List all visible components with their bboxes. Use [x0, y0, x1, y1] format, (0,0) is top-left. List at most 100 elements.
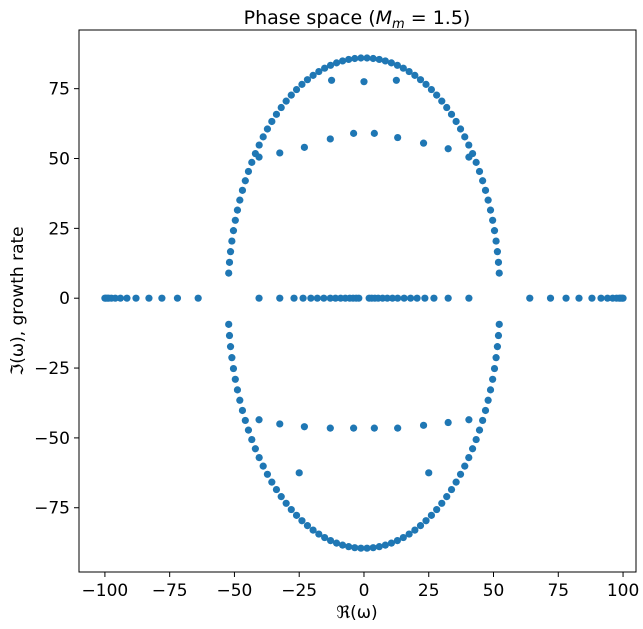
- data-point-real-axis: [123, 294, 131, 302]
- data-point-upper-arc: [226, 248, 235, 256]
- data-point-lower-arc: [315, 530, 323, 538]
- data-point-lower-arc: [472, 435, 480, 444]
- data-point-upper-arc: [493, 248, 502, 256]
- data-point-lower-arc: [277, 493, 285, 501]
- x-tick-label: −75: [152, 581, 188, 601]
- data-point-real-axis: [299, 294, 307, 302]
- data-point-lower-arc: [479, 416, 487, 425]
- data-point-lower-arc: [351, 544, 359, 552]
- data-point-upper-arc: [472, 158, 480, 166]
- y-tick-label: 25: [48, 219, 70, 239]
- data-point-upper-arc: [461, 133, 469, 141]
- x-tick-label: −50: [216, 581, 252, 601]
- data-point-upper-arc: [363, 54, 371, 62]
- data-point-lower-arc: [292, 511, 301, 519]
- data-point-upper-arc: [492, 237, 500, 245]
- data-point-real-axis: [173, 294, 182, 302]
- data-point-upper-arc: [405, 67, 413, 76]
- data-point-upper-arc: [357, 54, 365, 62]
- data-point-upper-arc: [231, 216, 239, 224]
- data-point-lower-arc: [244, 426, 253, 434]
- x-tick-label: −25: [281, 581, 317, 601]
- data-point-real-axis: [331, 294, 340, 302]
- data-point-upper-arc: [229, 227, 238, 235]
- data-point-lower-arc: [481, 406, 490, 415]
- y-axis-label: ℑ(ω), growth rate: [8, 226, 28, 375]
- data-point-upper-arc: [228, 237, 236, 245]
- data-point-upper-arc: [465, 141, 473, 149]
- data-point-lower-arc: [393, 537, 401, 545]
- y-tick-label: −25: [34, 359, 70, 379]
- data-point-upper-arc: [268, 117, 276, 126]
- data-point-upper-arc: [272, 110, 281, 118]
- data-point-upper-arc: [443, 103, 451, 112]
- data-point-upper-arc: [490, 227, 499, 235]
- data-point-real-axis: [290, 294, 298, 302]
- data-point-upper-arc: [486, 206, 495, 214]
- data-point-upper-arc: [369, 54, 377, 63]
- data-point-lower-arc: [345, 543, 353, 551]
- data-point-inner: [465, 153, 473, 161]
- data-point-real-axis: [444, 294, 452, 302]
- data-point-lower-arc: [443, 493, 451, 501]
- data-point-upper-arc: [282, 97, 290, 105]
- data-point-inner: [465, 416, 473, 424]
- data-point-lower-arc: [416, 522, 425, 530]
- data-point-real-axis: [194, 294, 202, 302]
- data-point-inner: [295, 469, 303, 477]
- data-point-lower-arc: [272, 485, 281, 494]
- data-point-lower-arc: [461, 462, 469, 470]
- data-point-inner: [255, 153, 263, 161]
- chart-title-math: M: [376, 7, 392, 29]
- data-point-lower-arc: [228, 354, 236, 362]
- data-point-inner: [276, 420, 284, 428]
- data-point-upper-arc: [494, 258, 503, 266]
- data-point-lower-arc: [399, 533, 407, 542]
- data-point-lower-arc: [456, 470, 465, 478]
- data-point-lower-arc: [282, 499, 290, 507]
- data-point-upper-arc: [315, 67, 323, 76]
- chart-title-math-sub: m: [392, 17, 405, 32]
- data-point-inner: [326, 424, 334, 432]
- data-point-real-axis: [407, 294, 415, 302]
- data-point-lower-arc: [332, 539, 341, 547]
- data-point-real-axis: [413, 294, 421, 302]
- data-point-lower-arc: [495, 320, 503, 328]
- data-point-upper-arc: [438, 97, 446, 105]
- chart-title: Phase space (Mm = 1.5): [244, 7, 471, 32]
- plot-frame: [78, 29, 637, 573]
- x-axis-ticks: −100 −75 −50 −25 0 25 50 75 100: [82, 572, 639, 601]
- data-point-upper-arc: [225, 258, 234, 266]
- data-point-upper-arc: [259, 133, 267, 141]
- y-tick-label: 50: [48, 150, 70, 170]
- data-point-upper-arc: [433, 91, 441, 99]
- data-point-lower-arc: [259, 462, 267, 470]
- data-point-upper-arc: [233, 206, 242, 214]
- chart-title-suffix: = 1.5): [405, 7, 471, 29]
- data-point-lower-arc: [381, 541, 389, 549]
- data-point-upper-arc: [387, 59, 395, 67]
- data-point-lower-arc: [369, 544, 377, 552]
- data-point-lower-arc: [238, 406, 247, 415]
- y-tick-label: −75: [34, 499, 70, 519]
- data-point-upper-arc: [241, 177, 249, 185]
- data-point-inner: [370, 424, 378, 432]
- data-point-inner: [326, 135, 334, 143]
- data-point-upper-arc: [345, 55, 353, 64]
- data-point-real-axis: [526, 294, 534, 302]
- data-point-real-axis: [588, 294, 596, 302]
- data-point-lower-arc: [375, 543, 383, 551]
- data-point-lower-arc: [452, 478, 460, 486]
- data-point-inner: [350, 129, 358, 137]
- data-point-lower-arc: [287, 505, 295, 514]
- data-point-lower-arc: [251, 445, 259, 453]
- data-point-lower-arc: [263, 470, 272, 478]
- data-point-inner: [392, 76, 400, 84]
- data-point-upper-arc: [238, 186, 247, 194]
- data-point-upper-arc: [381, 57, 389, 65]
- data-point-lower-arc: [433, 505, 441, 514]
- data-point-inner: [327, 76, 336, 84]
- data-point-inner: [276, 149, 284, 157]
- data-point-inner: [255, 416, 263, 424]
